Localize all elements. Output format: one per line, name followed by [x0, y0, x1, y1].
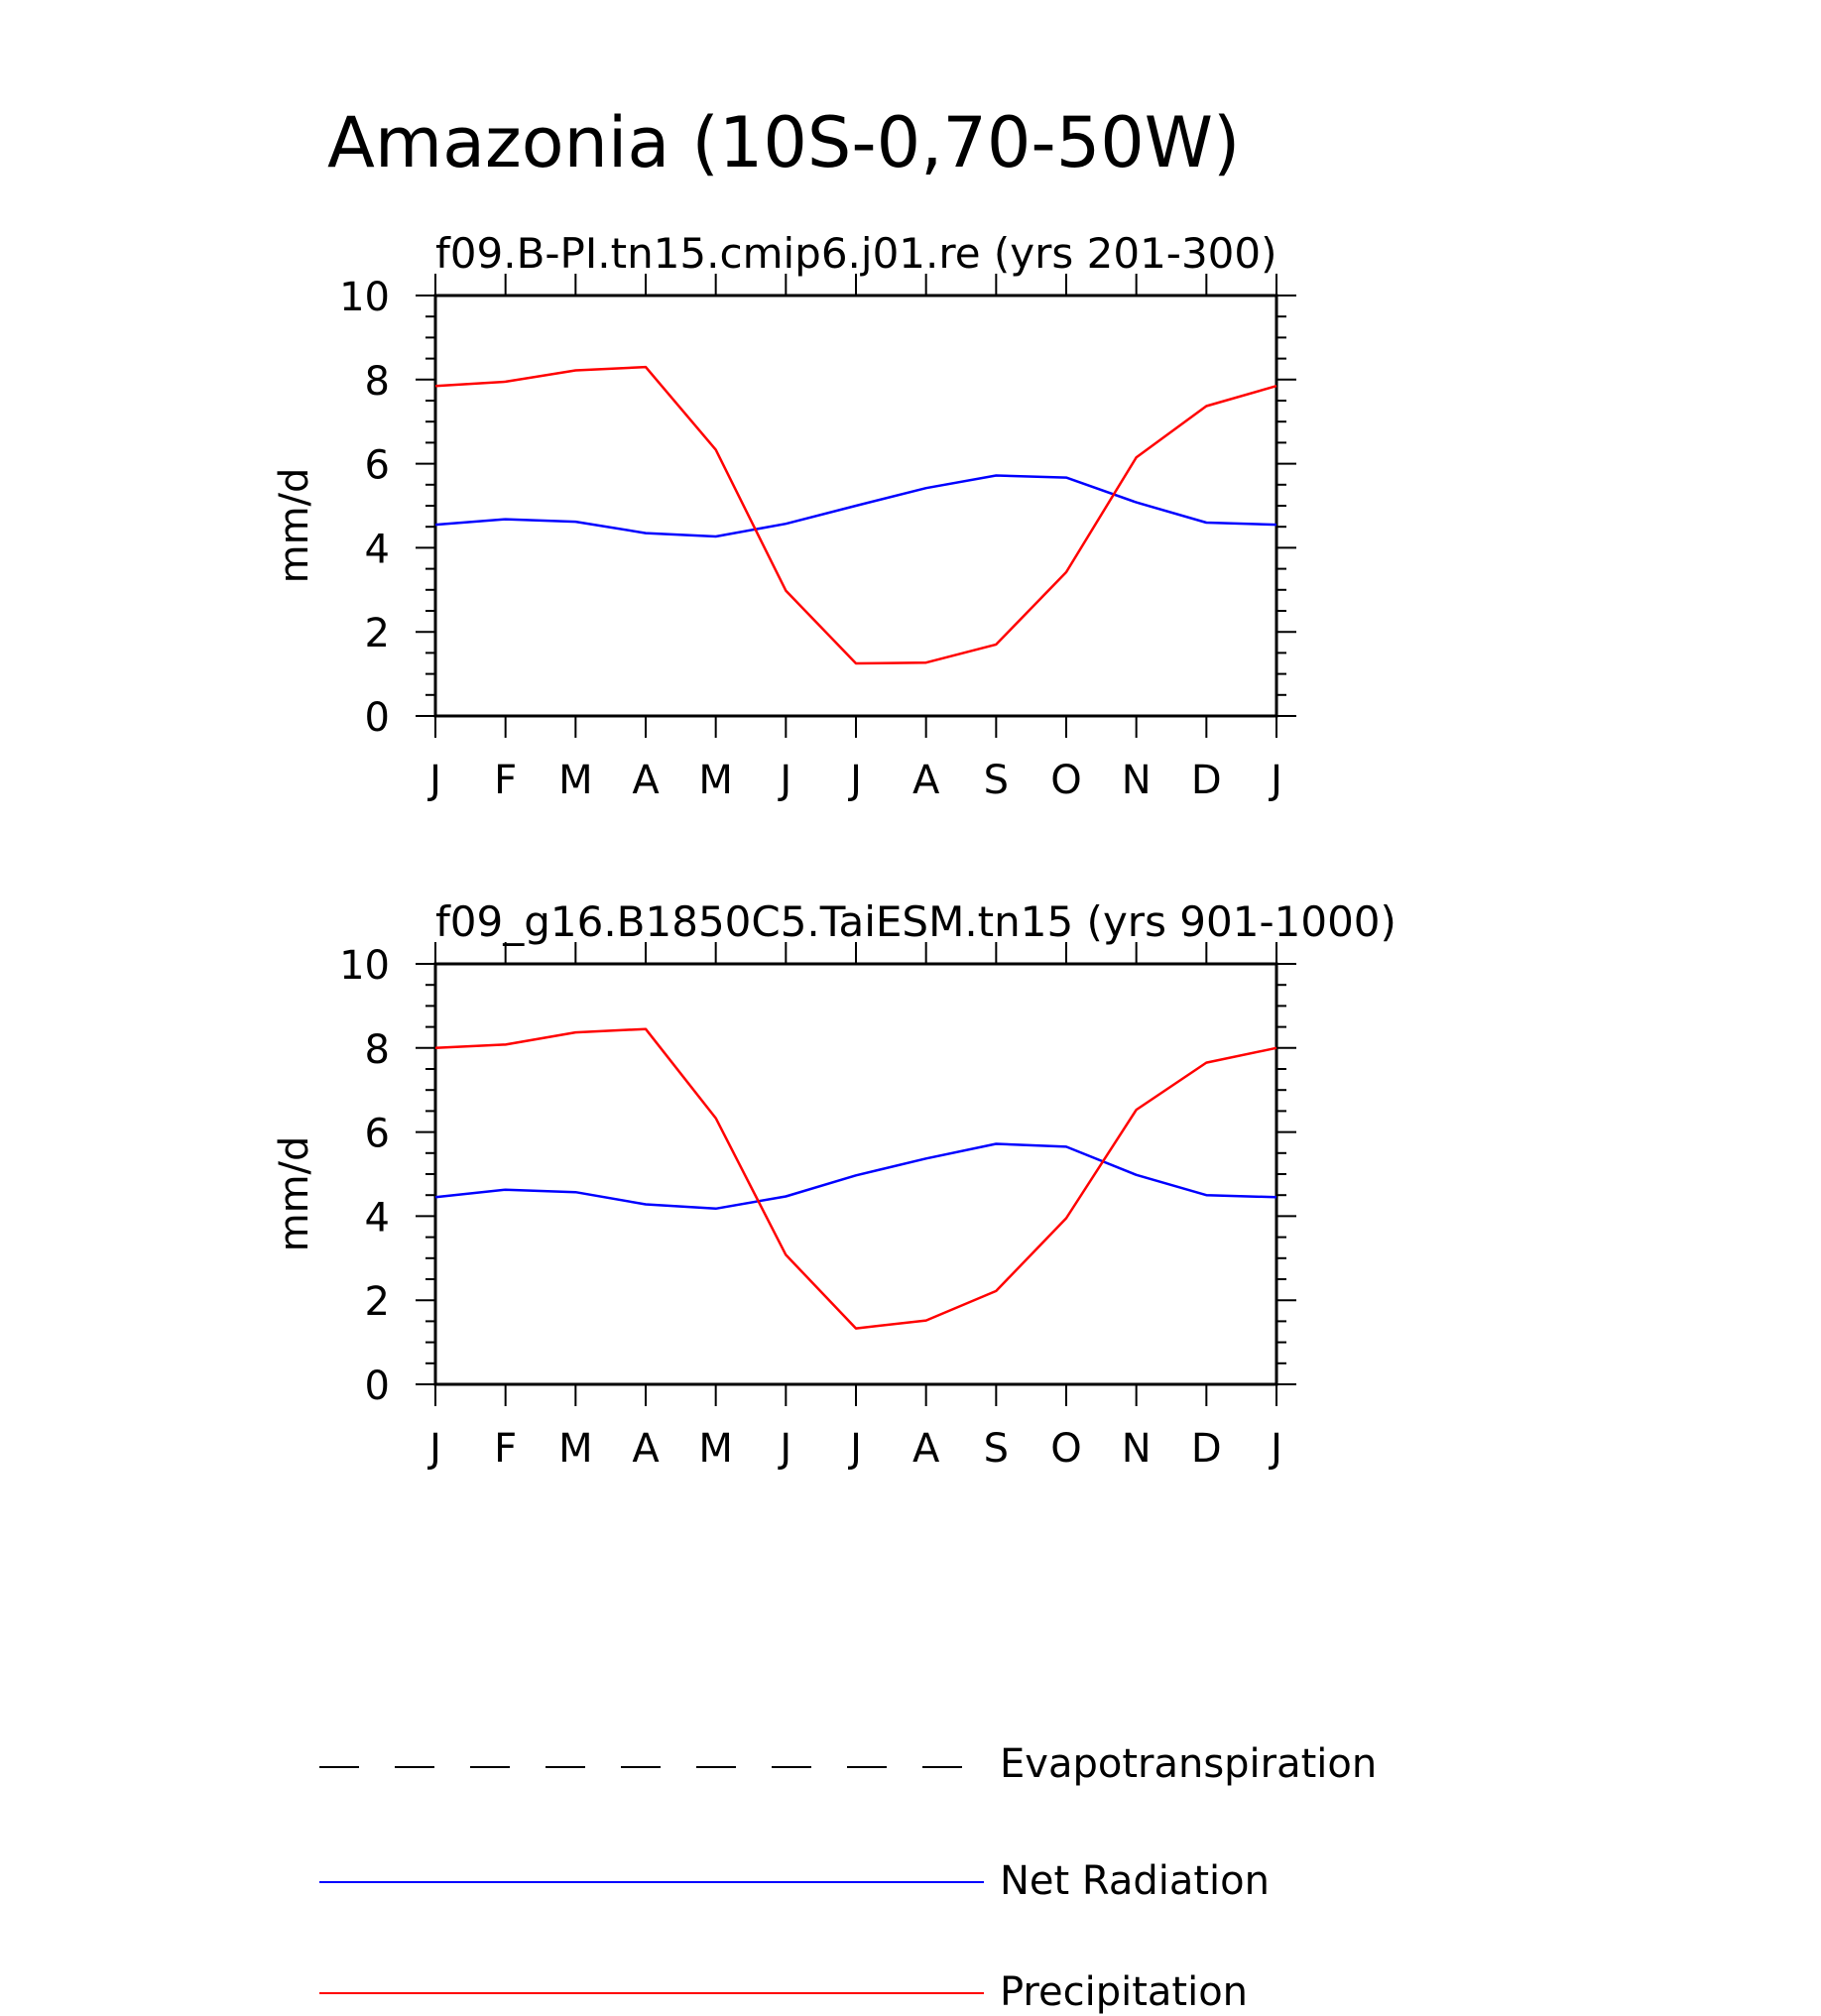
x-tick-label: F [494, 758, 517, 803]
x-tick-label: J [1268, 758, 1282, 803]
x-tick-label: S [984, 1426, 1009, 1472]
y-axis-label: mm/d [272, 1136, 317, 1252]
series-line-net-radiation [434, 1142, 1277, 1211]
chart-title-bottom: f09_g16.B1850C5.TaiESM.tn15 (yrs 901-100… [435, 897, 1396, 946]
legend-item-net-radiation: Net Radiation [319, 1858, 1270, 1904]
x-tick-label: M [558, 758, 593, 803]
x-tick-label: M [698, 758, 733, 803]
y-axis-label: mm/d [272, 468, 317, 584]
x-tick-label: J [847, 758, 862, 803]
x-tick-label: N [1122, 758, 1152, 803]
legend-label-net-radiation: Net Radiation [1000, 1858, 1270, 1904]
legend-item-precipitation: Precipitation [319, 1969, 1248, 2015]
y-tick-label: 4 [365, 1195, 390, 1241]
x-tick-label: J [1268, 1426, 1282, 1472]
x-tick-label: M [698, 1426, 733, 1472]
y-tick-label: 10 [339, 943, 390, 989]
legend-label-evapotranspiration: Evapotranspiration [1000, 1741, 1377, 1787]
x-tick-label: A [912, 1426, 940, 1472]
x-tick-label: J [777, 1426, 791, 1472]
y-tick-label: 0 [365, 695, 390, 741]
x-tick-label: J [777, 758, 791, 803]
plot-frame-bottom [433, 962, 1278, 1386]
panel-top: f09.B-PI.tn15.cmip6.j01.re (yrs 201-300)… [272, 229, 1296, 803]
y-tick-label: 2 [365, 611, 390, 656]
y-tick-label: 4 [365, 527, 390, 572]
legend-item-evapotranspiration: Evapotranspiration [319, 1741, 1377, 1787]
x-tick-label: A [632, 758, 660, 803]
x-tick-label: F [494, 1426, 517, 1472]
x-tick-label: M [558, 1426, 593, 1472]
y-tick-label: 8 [365, 359, 390, 405]
panel-bottom: f09_g16.B1850C5.TaiESM.tn15 (yrs 901-100… [272, 897, 1396, 1472]
x-tick-label: J [847, 1426, 862, 1472]
x-tick-label: A [912, 758, 940, 803]
x-tick-label: D [1191, 758, 1222, 803]
chart-title-top: f09.B-PI.tn15.cmip6.j01.re (yrs 201-300) [435, 229, 1277, 278]
y-tick-label: 6 [365, 443, 390, 489]
y-tick-label: 8 [365, 1027, 390, 1073]
x-tick-label: S [984, 758, 1009, 803]
x-tick-label: D [1191, 1426, 1222, 1472]
x-tick-label: J [426, 1426, 441, 1472]
x-tick-label: O [1050, 1426, 1081, 1472]
y-tick-label: 0 [365, 1364, 390, 1409]
series-line-precipitation [434, 1027, 1277, 1330]
series-line-net-radiation [434, 474, 1277, 538]
x-tick-label: A [632, 1426, 660, 1472]
x-tick-label: J [426, 758, 441, 803]
legend-label-precipitation: Precipitation [1000, 1969, 1248, 2015]
y-tick-label: 10 [339, 275, 390, 320]
y-tick-label: 6 [365, 1112, 390, 1157]
x-tick-label: O [1050, 758, 1081, 803]
series-line-precipitation [434, 365, 1277, 665]
figure-title: Amazonia (10S-0,70-50W) [327, 102, 1240, 183]
legend: Evapotranspiration Net Radiation Precipi… [319, 1741, 1377, 2015]
x-tick-label: N [1122, 1426, 1152, 1472]
y-tick-label: 2 [365, 1279, 390, 1325]
